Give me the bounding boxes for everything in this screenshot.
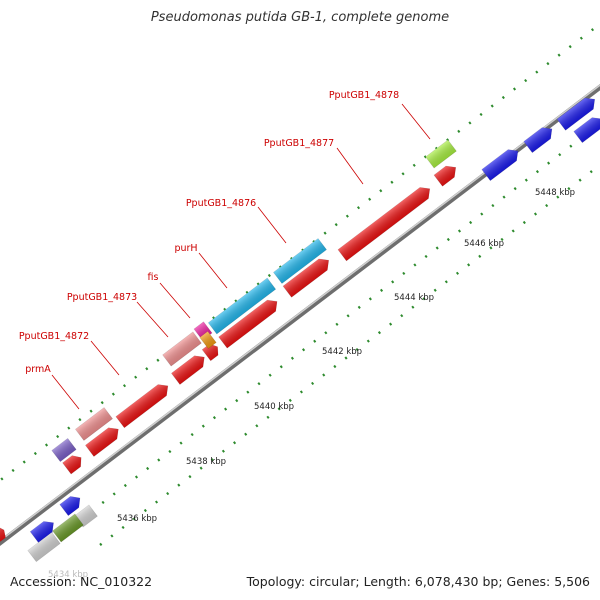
genome-summary-text: Topology: circular; Length: 6,078,430 bp…	[246, 574, 590, 589]
gene-pputgb1-4876	[273, 238, 327, 284]
tick-label-5436: 5436 kbp	[117, 514, 157, 524]
gene-pputgb1-4872	[75, 407, 113, 441]
gene-pputgb1-4877	[337, 187, 431, 262]
gene-pputgb1-4873	[162, 331, 202, 367]
tick-label-5442: 5442 kbp	[322, 347, 362, 357]
gene-label-pputgb1-4872: PputGB1_4872	[19, 331, 89, 342]
tick-row-2	[79, 123, 600, 521]
map-title: Pseudomonas putida GB-1, complete genome	[150, 10, 450, 25]
gene-pputgb1-4878	[425, 139, 457, 169]
gene-labels: PputGB1_4878 PputGB1_4877 PputGB1_4876 p…	[19, 90, 399, 375]
tick-label-5434: 5434 kbp	[48, 570, 88, 580]
gene-fis-2	[199, 330, 217, 350]
gene-gray-2	[27, 531, 61, 563]
tick-track	[0, 23, 600, 546]
gene-red-4	[171, 355, 205, 385]
tick-label-5438: 5438 kbp	[186, 457, 226, 467]
tick-label-5440: 5440 kbp	[254, 402, 294, 412]
tick-label-5444: 5444 kbp	[394, 293, 434, 303]
gene-blue-2	[523, 127, 553, 154]
gene-track	[0, 97, 600, 563]
gene-label-pputgb1-4873: PputGB1_4873	[67, 292, 137, 303]
gene-blue-6	[29, 521, 54, 544]
gene-label-pputgb1-4876: PputGB1_4876	[186, 198, 256, 209]
gene-label-prma: prmA	[25, 364, 51, 375]
gene-red-5	[115, 384, 169, 429]
tick-label-5448: 5448 kbp	[535, 188, 575, 198]
gene-purh	[207, 277, 277, 335]
kbp-labels: 5436 kbp 5438 kbp 5440 kbp 5442 kbp 5444…	[48, 188, 575, 580]
gene-olive	[52, 513, 84, 543]
gene-prma	[51, 437, 77, 463]
tick-label-5446: 5446 kbp	[464, 239, 504, 249]
accession-text: Accession: NC_010322	[10, 574, 153, 589]
label-leaders	[51, 103, 431, 410]
gene-red-small-1	[433, 165, 457, 187]
tick-row-1	[0, 23, 600, 482]
gene-blue-3	[556, 97, 596, 131]
gene-red-2	[282, 258, 330, 298]
gene-label-fis: fis	[148, 272, 159, 283]
gene-red-small-2	[201, 343, 219, 362]
gene-blue-4	[573, 117, 600, 144]
gene-blue-1	[481, 149, 519, 182]
gene-red-small-3	[62, 455, 82, 475]
gene-label-purh: purH	[174, 243, 197, 254]
gene-red-6	[85, 427, 119, 457]
gene-label-pputgb1-4877: PputGB1_4877	[264, 138, 334, 149]
gene-label-pputgb1-4878: PputGB1_4878	[329, 90, 399, 101]
gene-red-edge	[0, 526, 6, 543]
gene-blue-5	[59, 496, 81, 517]
gene-red-3	[218, 299, 278, 349]
